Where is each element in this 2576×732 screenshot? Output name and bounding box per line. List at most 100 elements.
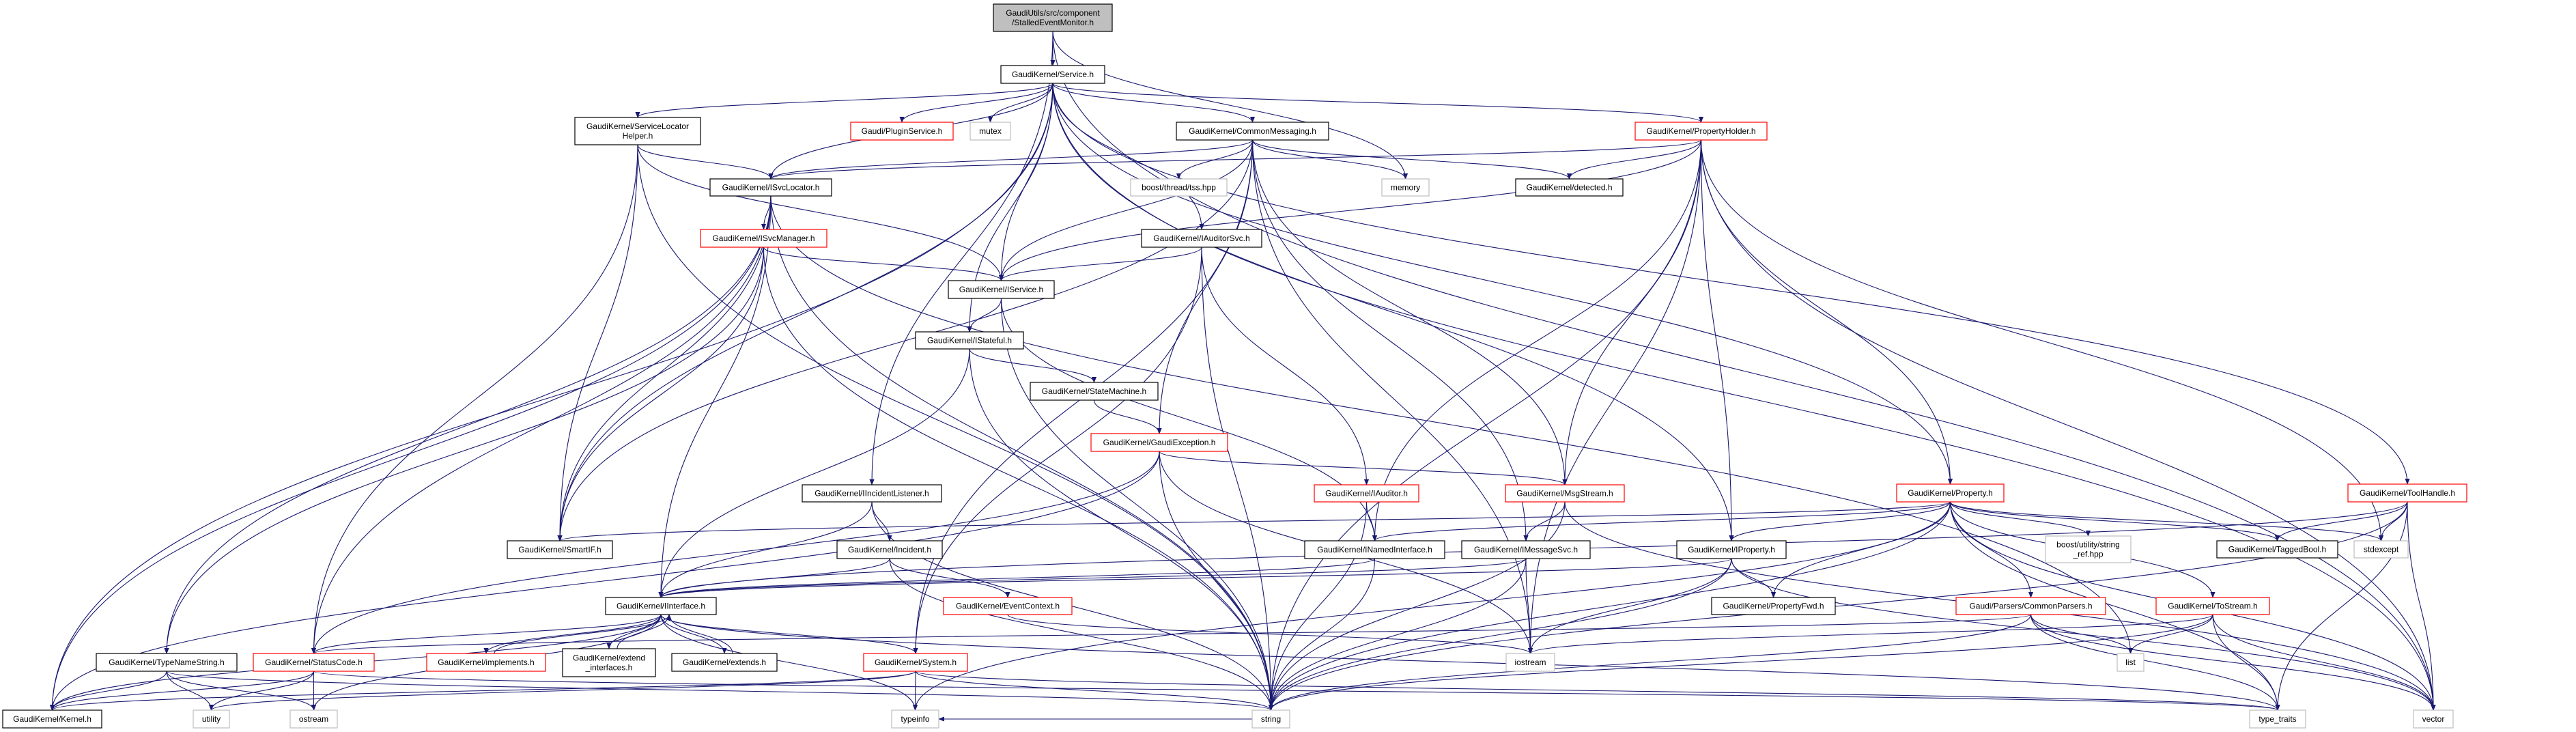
edge-propholder-to-stdexcept	[1700, 139, 2384, 541]
edge-isvcmgr-to-typenamestring	[164, 247, 765, 654]
node-gaudiexc[interactable]: GaudiKernel/GaudiException.h	[1090, 433, 1228, 452]
node-iauditorsvc[interactable]: GaudiKernel/IAuditorSvc.h	[1141, 229, 1262, 248]
node-box	[709, 178, 832, 197]
node-label: type_traits	[2259, 714, 2296, 724]
edge-commonparsers-to-list	[2030, 614, 2134, 654]
edge-property-to-iproperty	[1729, 501, 1951, 541]
node-eventctx[interactable]: GaudiKernel/EventContext.h	[943, 597, 1073, 615]
edge-iproperty-to-iinterface	[658, 558, 1732, 598]
edge-iproperty-to-iostream	[1527, 558, 1732, 654]
edge-commonparsers-to-statuscode	[311, 614, 2032, 654]
node-box	[850, 122, 954, 141]
node-box	[863, 653, 968, 672]
node-stdexcept: stdexcept	[2353, 540, 2409, 559]
edge-property-to-smartif	[557, 501, 1951, 541]
node-label: GaudiKernel/Service.h	[1012, 70, 1094, 79]
edge-service-to-slh	[635, 83, 1053, 118]
node-kernel[interactable]: GaudiKernel/Kernel.h	[2, 709, 102, 729]
edge-commsg-to-detected	[1251, 139, 1572, 180]
node-smartif[interactable]: GaudiKernel/SmartIF.h	[507, 540, 613, 559]
node-label: string	[1261, 714, 1281, 724]
edge-property-to-stringref	[1949, 501, 2091, 537]
edge-commonparsers-to-string	[1269, 614, 2032, 711]
node-commsg[interactable]: GaudiKernel/CommonMessaging.h	[1176, 122, 1329, 141]
edge-property-to-inamed	[1372, 501, 1951, 541]
node-ostream: ostream	[289, 709, 338, 729]
node-detected[interactable]: GaudiKernel/detected.h	[1515, 178, 1624, 197]
node-propholder[interactable]: GaudiKernel/PropertyHolder.h	[1634, 122, 1768, 141]
node-box	[836, 540, 943, 559]
edge-propholder-to-inamed	[1372, 139, 1702, 541]
edge-gaudiexc-to-statuscode	[311, 451, 1160, 654]
edge-iauditorsvc-to-iservice	[998, 247, 1202, 281]
node-label: GaudiKernel/SmartIF.h	[518, 545, 601, 554]
node-implements[interactable]: GaudiKernel/implements.h	[426, 653, 546, 672]
edge-service-to-propholder	[1052, 83, 1703, 123]
node-extends[interactable]: GaudiKernel/extends.h	[671, 653, 778, 672]
node-label: Gaudi/PluginService.h	[862, 126, 943, 136]
node-iservice[interactable]: GaudiKernel/IService.h	[948, 280, 1055, 299]
node-typenamestring[interactable]: GaudiKernel/TypeNameString.h	[96, 653, 238, 672]
node-toolhandle[interactable]: GaudiKernel/ToolHandle.h	[2347, 483, 2467, 503]
node-label: boost/thread/tss.hpp	[1142, 183, 1216, 193]
node-label: GaudiKernel/IService.h	[959, 285, 1043, 294]
node-label: GaudiKernel/extends.h	[683, 658, 766, 667]
edge-service-to-toolhandle	[1052, 83, 2410, 485]
node-service[interactable]: GaudiKernel/Service.h	[1000, 65, 1105, 84]
node-commonparsers[interactable]: Gaudi/Parsers/CommonParsers.h	[1955, 597, 2106, 615]
node-label: GaudiKernel/Incident.h	[848, 545, 931, 554]
edge-commonparsers-to-typetraits	[2030, 614, 2280, 711]
node-iauditor[interactable]: GaudiKernel/IAuditor.h	[1314, 484, 1419, 503]
node-isvcloc[interactable]: GaudiKernel/ISvcLocator.h	[709, 178, 832, 197]
node-incident[interactable]: GaudiKernel/Incident.h	[836, 540, 943, 559]
node-typeinfo: typeinfo	[891, 709, 939, 729]
node-propfwd[interactable]: GaudiKernel/PropertyFwd.h	[1711, 597, 1836, 615]
node-imsgsvc[interactable]: GaudiKernel/IMessageSvc.h	[1461, 540, 1591, 559]
node-property[interactable]: GaudiKernel/Property.h	[1896, 483, 2005, 503]
node-msgstream[interactable]: GaudiKernel/MsgStream.h	[1505, 484, 1625, 503]
node-inamed[interactable]: GaudiKernel/INamedInterface.h	[1304, 540, 1445, 559]
node-inclistener[interactable]: GaudiKernel/IIncidentListener.h	[802, 484, 942, 503]
edge-slh-to-isvcloc	[637, 144, 774, 180]
edge-system-to-string	[915, 671, 1273, 711]
node-isvcmgr[interactable]: GaudiKernel/ISvcManager.h	[700, 229, 827, 248]
node-extendif[interactable]: GaudiKernel/extend_interfaces.h	[562, 648, 656, 677]
edge-statuscode-to-utility	[208, 671, 315, 711]
node-statemachine[interactable]: GaudiKernel/StateMachine.h	[1030, 382, 1159, 401]
edge-propholder-to-string	[1268, 139, 1702, 711]
edge-typenamestring-to-ostream	[166, 671, 317, 711]
node-mutex: mutex	[969, 122, 1011, 141]
node-box	[253, 653, 375, 672]
node-label: GaudiUtils/src/component	[1006, 8, 1100, 18]
node-system[interactable]: GaudiKernel/System.h	[863, 653, 968, 672]
node-taggedbool[interactable]: GaudiKernel/TaggedBool.h	[2216, 540, 2338, 559]
node-statuscode[interactable]: GaudiKernel/StatusCode.h	[253, 653, 375, 672]
node-iinterface[interactable]: GaudiKernel/IInterface.h	[605, 597, 717, 615]
node-box	[1251, 709, 1290, 729]
node-pluginsvc[interactable]: Gaudi/PluginService.h	[850, 122, 954, 141]
edge-statuscode-to-kernel	[50, 671, 315, 711]
edge-slh-to-smartif	[557, 144, 638, 541]
edge-isvcloc-to-smartif	[557, 195, 772, 541]
edge-iauditorsvc-to-system	[913, 247, 1202, 654]
node-box	[193, 709, 230, 729]
node-string: string	[1251, 709, 1290, 729]
node-label: iostream	[1514, 658, 1546, 667]
edge-service-to-iproperty	[1052, 83, 1734, 541]
edge-iauditorsvc-to-iauditor	[1201, 247, 1370, 485]
edge-service-to-vector	[1052, 83, 2436, 711]
node-istateful[interactable]: GaudiKernel/IStateful.h	[915, 331, 1024, 350]
node-iproperty[interactable]: GaudiKernel/IProperty.h	[1676, 540, 1787, 559]
node-label: GaudiKernel/EventContext.h	[956, 602, 1060, 611]
edge-slh-to-iservice	[637, 144, 1004, 281]
edge-iservice-to-inamed	[1000, 298, 1378, 541]
node-label: _interfaces.h	[585, 663, 633, 673]
node-label: stdexcept	[2364, 545, 2399, 554]
node-label: GaudiKernel/ToolHandle.h	[2360, 488, 2455, 498]
edge-inamed-to-iinterface	[658, 558, 1376, 598]
node-root[interactable]: GaudiUtils/src/component/StalledEventMon…	[993, 3, 1113, 32]
edge-system-to-kernel	[50, 671, 916, 711]
node-tostream[interactable]: GaudiKernel/ToStream.h	[2155, 597, 2270, 615]
node-label: GaudiKernel/detected.h	[1526, 183, 1612, 193]
